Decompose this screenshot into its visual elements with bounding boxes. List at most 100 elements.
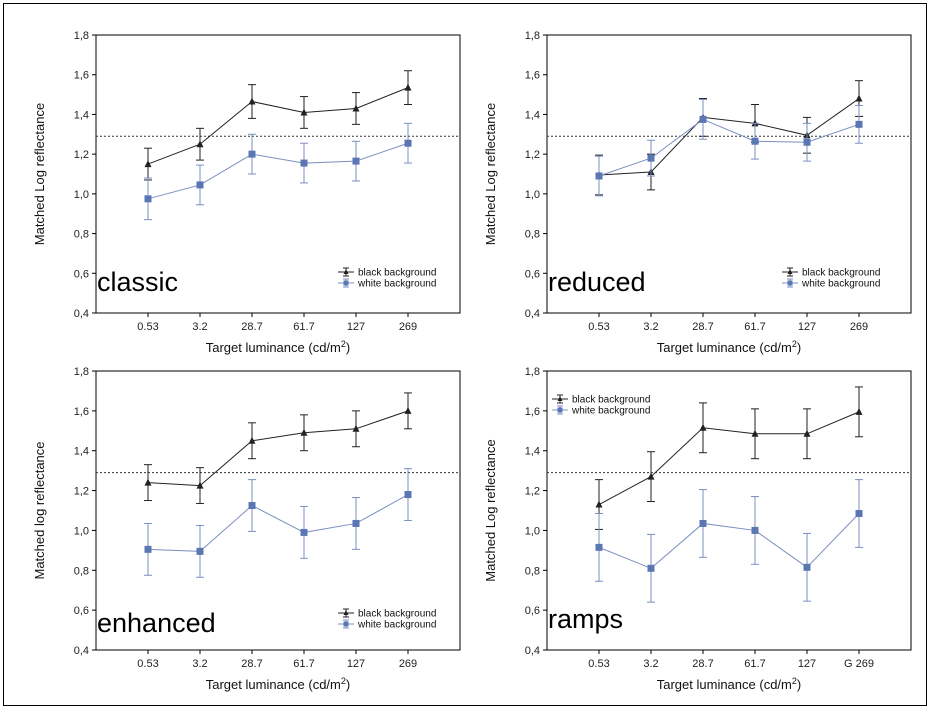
panel-label: classic [97,267,178,297]
x-axis-label-superscript: 2 [792,339,797,349]
legend-entry: black background [338,267,436,279]
series-line [147,87,409,165]
x-tick-label: 269 [399,321,417,333]
y-tick-label: 0,8 [525,229,540,241]
x-tick-label: 28.7 [692,321,713,333]
y-axis-label: Matched Log reflectance [483,103,498,245]
data-point [144,478,152,486]
data-point [855,120,863,128]
data-point [196,140,204,148]
chart-panel-ramps: 0,4 0,6 0,8 1,0 1,2 1,4 1,6 1,8 0.53 3.2 28.7 61.7 1… [483,366,912,692]
y-tick-label: 0,4 [525,645,540,657]
panel-label: reduced [548,267,646,297]
legend-marker [787,269,793,274]
x-tick-label: 3.2 [643,321,658,333]
x-axis-label-close: ) [797,677,801,692]
x-tick-label: 269 [399,658,417,670]
data-point [751,429,759,437]
legend-marker [557,396,563,401]
x-tick-label: 61.7 [744,321,765,333]
data-point [300,528,308,536]
x-tick-label: 0.53 [588,321,609,333]
legend-label: white background [357,620,436,631]
x-tick-label: 127 [347,321,365,333]
series-line [598,98,860,176]
legend-entry: black background [782,267,880,279]
data-point [699,115,707,123]
series-line [147,494,409,552]
x-tick-label: 61.7 [293,321,314,333]
plot-area [95,34,461,314]
data-point [751,526,759,534]
data-point [404,406,412,414]
x-axis-label-close: ) [346,340,350,355]
panel-label: enhanced [97,608,216,638]
x-axis-label-superscript: 2 [341,339,346,349]
y-tick-label: 1,6 [525,406,540,418]
x-axis-label: Target luminance (cd/m2) [206,339,350,355]
legend-marker [557,407,563,413]
data-point [300,159,308,167]
data-point [300,108,308,116]
y-axis-label: Matched log reflectance [32,441,47,579]
x-tick-label: 127 [798,658,816,670]
y-tick-label: 1,2 [74,486,89,498]
x-tick-label: 0.53 [137,321,158,333]
legend-label: black background [358,609,436,620]
x-tick-label: 28.7 [241,321,262,333]
y-tick-label: 0,4 [74,645,89,657]
series-line [598,411,860,505]
plot-area [546,34,912,314]
y-tick-label: 1,2 [525,486,540,498]
y-tick-label: 0,6 [525,605,540,617]
data-point [647,154,655,162]
x-tick-label: G 269 [844,658,874,670]
data-point [248,502,256,510]
y-axis-label: Matched Log reflectance [32,103,47,245]
data-point [751,137,759,145]
y-tick-label: 1,2 [74,149,89,161]
x-tick-label: 127 [798,321,816,333]
data-point [196,481,204,489]
data-point [352,157,360,165]
plot-area [546,370,912,651]
legend-label: black background [802,268,880,279]
data-point [196,181,204,189]
x-axis-label-superscript: 2 [792,676,797,686]
y-tick-label: 1,6 [74,70,89,82]
series-black-background [144,392,412,505]
data-point [595,172,603,180]
y-tick-label: 0,6 [74,268,89,280]
series-white-background [595,99,863,197]
legend-marker [343,621,349,627]
x-tick-label: 3.2 [192,321,207,333]
x-tick-label: 0.53 [137,658,158,670]
data-point [248,97,256,105]
legend-marker [343,610,349,615]
x-axis-label: Target luminance (cd/m2) [206,676,350,692]
y-tick-label: 1,6 [525,70,540,82]
data-point [855,94,863,102]
data-point [855,509,863,517]
data-point [595,543,603,551]
y-tick-label: 1,0 [525,189,540,201]
legend-entry: white background [338,619,436,631]
legend-entry: black background [338,608,436,620]
data-point [595,500,603,508]
y-tick-label: 1,8 [525,30,540,42]
data-point [404,139,412,147]
series-line [147,410,409,487]
y-axis-label: Matched Log reflectance [483,439,498,581]
data-point [144,160,152,168]
legend-label: white background [801,279,880,290]
data-point [647,472,655,480]
series-line [598,513,860,569]
series-black-background [595,386,863,530]
y-tick-label: 1,4 [74,446,89,458]
legend-label: white background [571,406,650,417]
data-point [855,407,863,415]
data-point [248,150,256,158]
data-point [404,491,412,499]
y-tick-label: 0,8 [74,565,89,577]
